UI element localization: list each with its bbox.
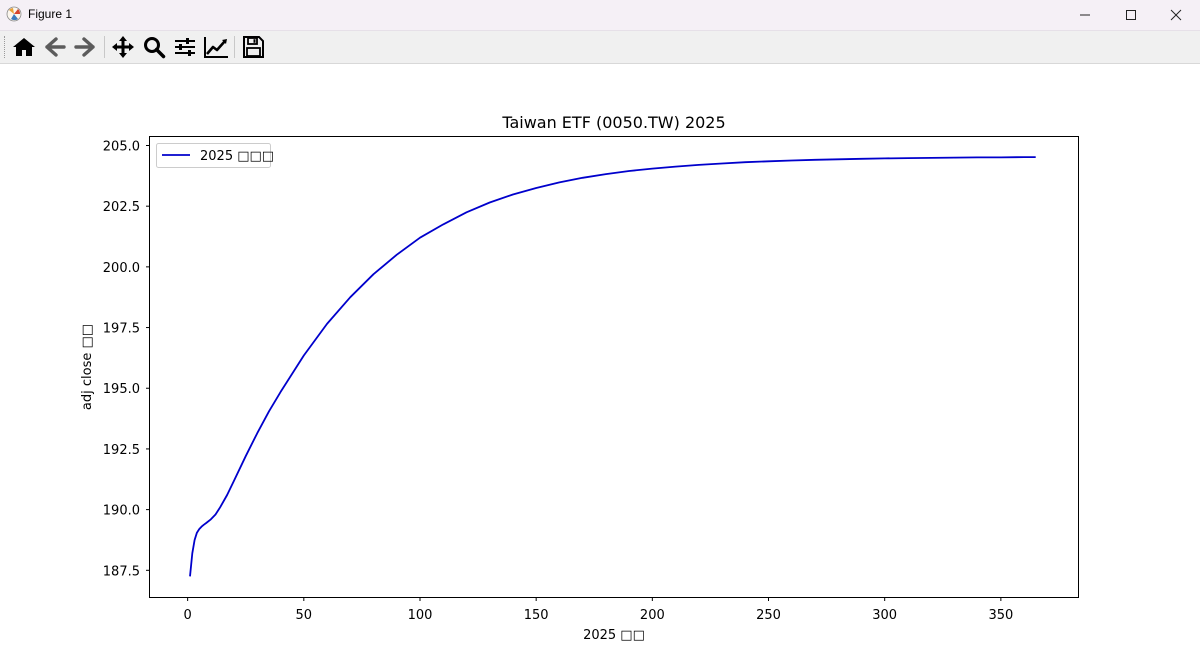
- matplotlib-app-icon: [6, 6, 22, 22]
- configure-subplots-button[interactable]: [171, 34, 199, 60]
- pan-button[interactable]: [109, 34, 137, 60]
- home-button[interactable]: [10, 34, 38, 60]
- save-button[interactable]: [239, 34, 267, 60]
- x-tick-label: 250: [756, 608, 781, 623]
- x-tick-label: 300: [872, 608, 897, 623]
- pan-icon: [112, 36, 134, 58]
- y-tick-label: 190.0: [103, 504, 140, 519]
- legend-label: 2025 □□□: [200, 149, 274, 164]
- configure-subplots-icon: [175, 38, 195, 56]
- window-titlebar: Figure 1: [0, 0, 1200, 31]
- x-tick-label: 100: [408, 608, 433, 623]
- toolbar-separator: [104, 36, 105, 58]
- minimize-button[interactable]: [1062, 0, 1108, 30]
- y-axis-label: adj close □□: [80, 324, 95, 410]
- axes-frame: [149, 136, 1079, 598]
- window-title: Figure 1: [28, 7, 73, 21]
- minimize-icon: [1080, 14, 1090, 16]
- forward-icon: [74, 37, 95, 57]
- y-tick-label: 202.5: [103, 200, 140, 215]
- toolbar-grip: [4, 36, 7, 58]
- zoom-button[interactable]: [140, 34, 168, 60]
- x-tick-label: 350: [988, 608, 1013, 623]
- y-tick-label: 187.5: [103, 564, 140, 579]
- toolbar-separator: [234, 36, 235, 58]
- x-tick-label: 150: [524, 608, 549, 623]
- close-button[interactable]: [1153, 0, 1199, 30]
- forward-button[interactable]: [71, 34, 99, 60]
- maximize-icon: [1126, 10, 1136, 20]
- y-tick-label: 192.5: [103, 443, 140, 458]
- navigation-toolbar: [0, 31, 1200, 64]
- series-line: [189, 156, 1036, 577]
- edit-axis-icon: [204, 37, 228, 58]
- y-tick-label: 197.5: [103, 322, 140, 337]
- legend: 2025 □□□: [156, 143, 274, 168]
- back-icon: [45, 37, 66, 57]
- close-icon: [1170, 9, 1182, 21]
- y-tick-label: 195.0: [103, 382, 140, 397]
- line-chart: Taiwan ETF (0050.TW) 2025 0 50 100 150 200 25…: [80, 113, 1079, 643]
- save-icon: [243, 36, 264, 58]
- x-tick-label: 0: [183, 608, 191, 623]
- chart-title: Taiwan ETF (0050.TW) 2025: [501, 113, 725, 132]
- edit-axis-button[interactable]: [202, 34, 230, 60]
- back-button[interactable]: [41, 34, 69, 60]
- figure-canvas: Taiwan ETF (0050.TW) 2025 0 50 100 150 200 25…: [0, 64, 1200, 664]
- x-axis-label: 2025 □□: [583, 628, 645, 643]
- x-tick-label: 200: [640, 608, 665, 623]
- legend-box: [156, 143, 271, 168]
- maximize-button[interactable]: [1108, 0, 1154, 30]
- home-icon: [13, 38, 35, 56]
- y-tick-label: 200.0: [103, 261, 140, 276]
- zoom-icon: [144, 37, 166, 59]
- x-tick-label: 50: [296, 608, 313, 623]
- y-tick-label: 205.0: [103, 139, 140, 154]
